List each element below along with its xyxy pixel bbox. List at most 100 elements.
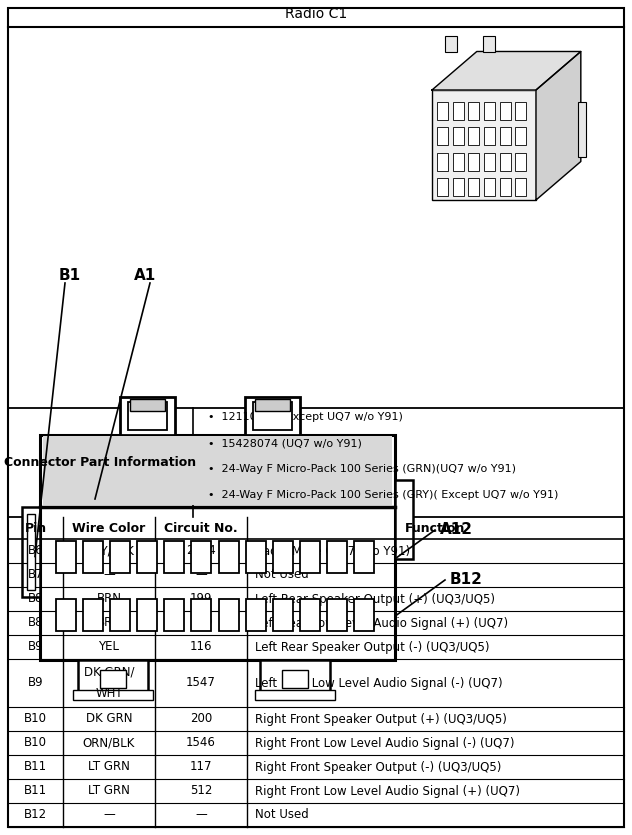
Bar (515, 102, 526, 119)
Text: •  15428074 (UQ7 w/o Y91): • 15428074 (UQ7 w/o Y91) (208, 438, 362, 448)
Bar (300, 541, 320, 574)
Bar (246, 599, 265, 630)
Bar (515, 178, 526, 196)
Text: A12: A12 (440, 523, 473, 538)
Text: —: — (195, 569, 207, 581)
Text: LT GRN: LT GRN (88, 785, 130, 797)
Text: •  12110088 (Except UQ7 w/o Y91): • 12110088 (Except UQ7 w/o Y91) (208, 412, 403, 422)
Polygon shape (432, 52, 581, 90)
Text: •  24-Way F Micro-Pack 100 Series (GRN)(UQ7 w/o Y91): • 24-Way F Micro-Pack 100 Series (GRN)(U… (208, 464, 516, 474)
Text: B7: B7 (28, 569, 44, 581)
Bar (43, 436, 392, 505)
Text: Not Used: Not Used (255, 569, 309, 581)
Bar (432, 90, 536, 200)
Text: —: — (103, 569, 115, 581)
Bar (191, 599, 212, 630)
Bar (500, 127, 511, 145)
Bar (453, 127, 464, 145)
Text: 599: 599 (190, 616, 212, 630)
Bar (130, 399, 165, 411)
Bar (468, 153, 479, 170)
Bar (191, 541, 212, 574)
Bar (137, 599, 157, 630)
Text: DK GRN: DK GRN (86, 712, 132, 726)
Text: —: — (103, 808, 115, 822)
Text: B11: B11 (24, 761, 47, 773)
Text: B8: B8 (28, 616, 43, 630)
Text: Right Front Low Level Audio Signal (+) (UQ7): Right Front Low Level Audio Signal (+) (… (255, 785, 520, 797)
Text: Left Rear Speaker Output (+) (UQ3/UQ5): Left Rear Speaker Output (+) (UQ3/UQ5) (255, 593, 495, 605)
Bar (219, 541, 238, 574)
Bar (437, 178, 448, 196)
Bar (484, 102, 495, 119)
Bar (500, 178, 511, 196)
Bar (27, 514, 35, 590)
Bar (453, 178, 464, 196)
Bar (40, 435, 395, 660)
Bar (120, 397, 175, 435)
Text: 1547: 1547 (186, 676, 216, 690)
Bar (78, 660, 148, 692)
Bar (453, 102, 464, 119)
Text: 2334: 2334 (186, 544, 216, 558)
Text: B11: B11 (24, 785, 47, 797)
Bar (246, 541, 265, 574)
Text: 200: 200 (190, 712, 212, 726)
Text: BRN: BRN (97, 593, 121, 605)
Bar (437, 102, 448, 119)
Bar (468, 178, 479, 196)
Bar (453, 153, 464, 170)
Bar (282, 670, 308, 688)
Text: ORN/BLK: ORN/BLK (83, 736, 135, 750)
Text: LT GRN: LT GRN (88, 761, 130, 773)
Text: Left Rear Low Level Audio Signal (+) (UQ7): Left Rear Low Level Audio Signal (+) (UQ… (255, 616, 508, 630)
Bar (56, 599, 76, 630)
Bar (83, 599, 103, 630)
Bar (137, 541, 157, 574)
Text: B12: B12 (450, 573, 483, 588)
Bar (354, 541, 374, 574)
Text: BRN: BRN (97, 616, 121, 630)
Bar (483, 36, 495, 52)
Text: Circuit No.: Circuit No. (164, 522, 238, 534)
Bar (128, 402, 167, 430)
Bar (164, 541, 185, 574)
Text: B8: B8 (28, 593, 43, 605)
Text: 117: 117 (190, 761, 212, 773)
Bar (515, 153, 526, 170)
Bar (437, 153, 448, 170)
Bar (500, 153, 511, 170)
Bar (272, 541, 293, 574)
Bar (500, 102, 511, 119)
Bar (484, 127, 495, 145)
Bar (73, 690, 153, 700)
Bar (484, 178, 495, 196)
Text: 116: 116 (190, 640, 212, 654)
Text: Right Front Low Level Audio Signal (-) (UQ7): Right Front Low Level Audio Signal (-) (… (255, 736, 514, 750)
Text: A1: A1 (134, 267, 156, 282)
Text: Right Front Speaker Output (+) (UQ3/UQ5): Right Front Speaker Output (+) (UQ3/UQ5) (255, 712, 507, 726)
Bar (255, 399, 290, 411)
Bar (219, 599, 238, 630)
Text: DK GRN/: DK GRN/ (84, 666, 134, 679)
Bar (300, 599, 320, 630)
Bar (515, 127, 526, 145)
Bar (56, 541, 76, 574)
Bar (468, 127, 479, 145)
Text: YEL: YEL (99, 640, 119, 654)
Bar (354, 599, 374, 630)
Bar (468, 102, 479, 119)
Bar (253, 402, 292, 430)
Text: B6: B6 (28, 544, 44, 558)
Text: Radio C1: Radio C1 (285, 7, 347, 21)
Bar (446, 36, 458, 52)
Bar (327, 599, 347, 630)
Bar (327, 541, 347, 574)
Text: B9: B9 (28, 640, 44, 654)
Text: 512: 512 (190, 785, 212, 797)
Text: B12: B12 (24, 808, 47, 822)
Text: B9: B9 (28, 676, 44, 690)
Text: 1546: 1546 (186, 736, 216, 750)
Text: •  24-Way F Micro-Pack 100 Series (GRY)( Except UQ7 w/o Y91): • 24-Way F Micro-Pack 100 Series (GRY)( … (208, 490, 559, 500)
Bar (110, 541, 130, 574)
